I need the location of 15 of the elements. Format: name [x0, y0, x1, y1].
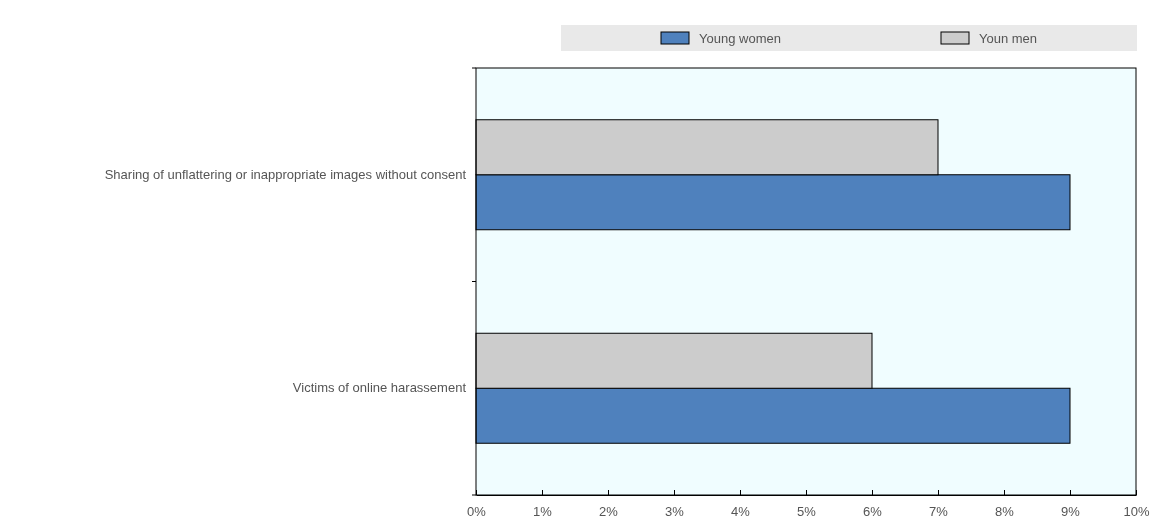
x-tick-label: 2% [599, 504, 619, 520]
x-tick-label: 7% [929, 504, 949, 520]
x-tick-label: 10% [1123, 504, 1150, 520]
x-tick-label: 5% [797, 504, 817, 520]
y-tick-label: Victims of online harassement [292, 380, 467, 396]
x-tick-label: 1% [533, 504, 553, 520]
x-tick-label: 4% [731, 504, 751, 520]
legend-label: Young women [699, 31, 781, 46]
x-tick-label: 9% [1061, 504, 1081, 520]
legend-label: Youn men [979, 31, 1038, 46]
y-tick-label: Sharing of unflattering or inappropriate images without consent [104, 166, 467, 182]
x-tick-label: 3% [665, 504, 685, 520]
x-tick-label: 6% [863, 504, 883, 520]
x-tick-label: 0% [467, 504, 487, 520]
x-tick-label: 8% [995, 504, 1015, 520]
